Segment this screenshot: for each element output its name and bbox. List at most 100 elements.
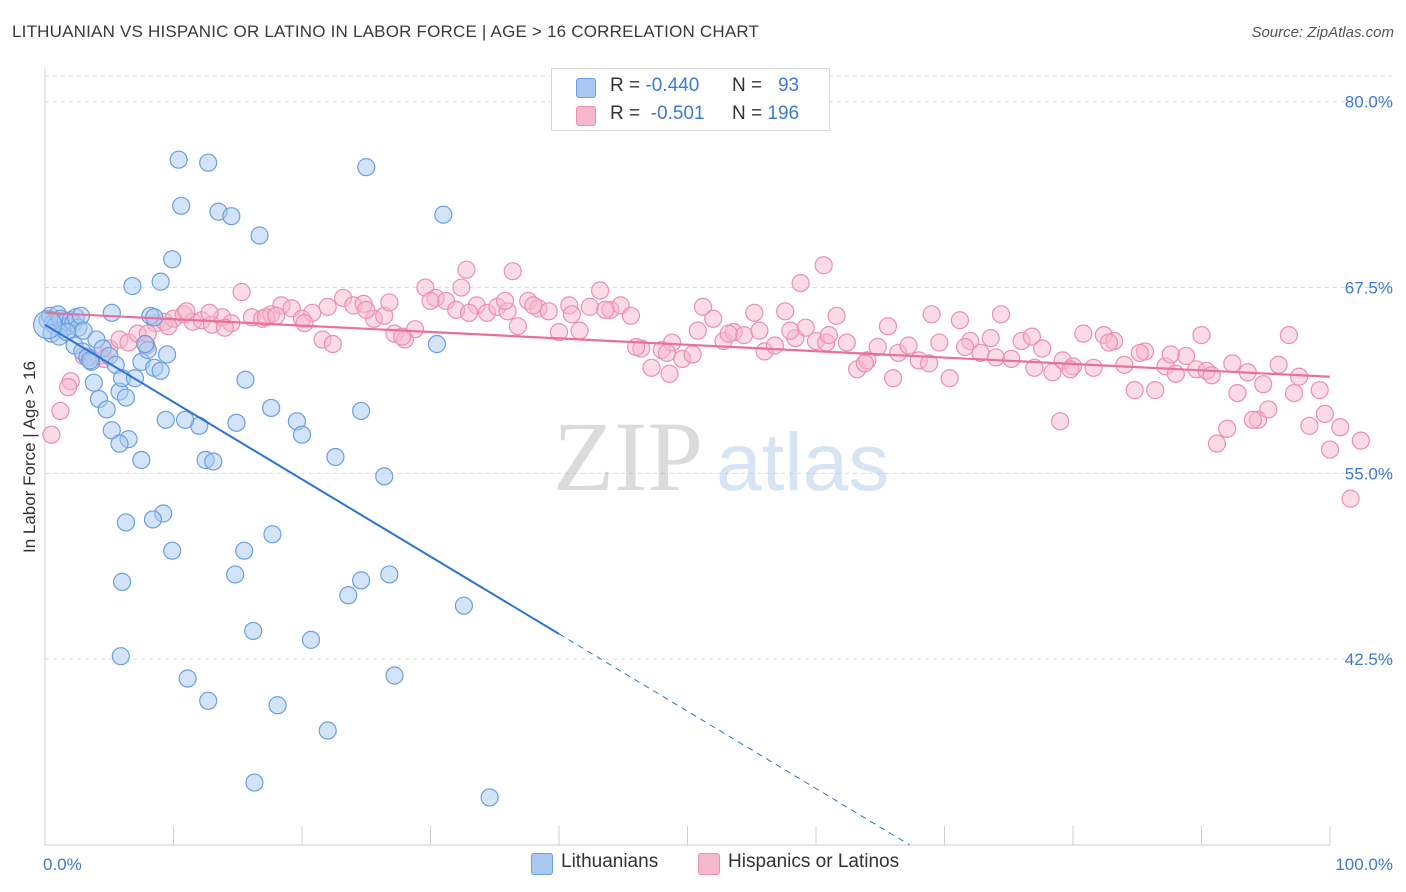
- data-point-hispanics: [1341, 489, 1360, 508]
- data-point-hispanics: [318, 297, 337, 316]
- legend-label-hispanics: Hispanics or Latinos: [728, 851, 900, 872]
- data-point-hispanics: [570, 321, 589, 340]
- data-point-hispanics: [837, 333, 856, 352]
- axis-ticks: 42.5% 55.0% 67.5% 80.0% 0.0% 100.0%: [43, 93, 1393, 874]
- data-point-hispanics: [955, 337, 975, 357]
- data-point-hispanics: [562, 305, 581, 324]
- data-point-hispanics: [1130, 343, 1149, 363]
- data-point-hispanics: [295, 314, 314, 333]
- data-point-hispanics: [591, 281, 610, 300]
- data-point-lithuanians: [301, 630, 321, 649]
- data-point-hispanics: [1279, 326, 1298, 345]
- data-point-lithuanians-cluster: [32, 310, 63, 340]
- data-point-hispanics: [1022, 327, 1041, 346]
- data-point-hispanics: [883, 369, 903, 388]
- data-point-hispanics: [1290, 367, 1309, 386]
- data-point-hispanics: [1284, 383, 1304, 403]
- y-tick-label: 67.5%: [1345, 279, 1393, 298]
- data-point-lithuanians: [244, 621, 263, 641]
- chart-source: Source: ZipAtlas.com: [1251, 24, 1394, 41]
- data-point-lithuanians: [292, 425, 312, 444]
- data-point-hispanics: [177, 302, 196, 321]
- data-point-hispanics: [1310, 381, 1329, 400]
- data-point-hispanics: [524, 296, 543, 315]
- data-point-hispanics: [1254, 375, 1273, 394]
- data-point-hispanics: [819, 326, 838, 345]
- data-point-lithuanians: [132, 450, 151, 470]
- data-point-lithuanians: [263, 525, 282, 544]
- data-point-hispanics: [1084, 358, 1103, 377]
- y-tick-label: 42.5%: [1345, 650, 1393, 669]
- data-point-lithuanians: [111, 647, 130, 666]
- data-point-lithuanians: [116, 388, 136, 407]
- legend-swatch-lithuanians: [531, 853, 553, 875]
- data-point-lithuanians: [172, 196, 191, 215]
- data-point-hispanics: [657, 343, 677, 363]
- data-point-hispanics: [539, 302, 558, 321]
- data-point-hispanics: [457, 260, 476, 279]
- data-point-hispanics: [986, 348, 1006, 367]
- data-point-hispanics: [159, 317, 178, 336]
- data-point-lithuanians: [199, 153, 218, 172]
- y-axis-label: In Labor Force | Age > 16: [20, 361, 39, 553]
- data-point-hispanics: [421, 291, 440, 311]
- data-point-lithuanians: [102, 421, 121, 440]
- data-point-lithuanians: [227, 413, 246, 432]
- data-point-hispanics: [459, 303, 479, 322]
- legend-r-label: R =: [610, 103, 641, 124]
- data-point-hispanics: [51, 401, 70, 421]
- trend-lines: [44, 311, 1331, 846]
- data-point-hispanics: [1331, 418, 1350, 437]
- data-point-hispanics: [508, 317, 527, 336]
- data-point-lithuanians: [151, 361, 170, 380]
- data-point-hispanics: [1202, 366, 1221, 385]
- data-point-lithuanians: [156, 410, 175, 429]
- data-point-hispanics: [940, 369, 959, 388]
- chart-title: LITHUANIAN VS HISPANIC OR LATINO IN LABO…: [12, 22, 760, 41]
- data-point-lithuanians: [262, 398, 281, 418]
- data-point-lithuanians: [352, 571, 371, 590]
- data-point-hispanics: [765, 336, 784, 355]
- data-point-hispanics: [660, 364, 679, 383]
- data-point-hispanics: [878, 317, 898, 336]
- data-point-hispanics: [745, 303, 764, 322]
- data-point-hispanics: [1161, 345, 1180, 364]
- data-point-lithuanians: [178, 669, 197, 688]
- data-point-hispanics: [1125, 381, 1144, 400]
- data-point-lithuanians: [151, 272, 170, 291]
- y-tick-label: 55.0%: [1345, 464, 1393, 483]
- data-point-lithuanians: [245, 773, 264, 792]
- data-point-hispanics: [215, 318, 234, 337]
- x-tick-label-max: 100.0%: [1335, 855, 1393, 874]
- data-point-hispanics: [683, 345, 702, 364]
- data-point-lithuanians: [136, 334, 155, 354]
- legend-n-value: 93: [777, 75, 800, 96]
- data-point-hispanics: [503, 262, 522, 281]
- data-point-lithuanians: [352, 401, 371, 421]
- data-point-hispanics: [1115, 355, 1134, 374]
- data-point-lithuanians: [123, 276, 142, 296]
- data-point-hispanics: [1192, 326, 1211, 345]
- legend-label-lithuanians: Lithuanians: [561, 851, 659, 872]
- data-point-hispanics: [1300, 416, 1319, 435]
- data-point-lithuanians: [157, 345, 177, 364]
- data-point-hispanics: [323, 334, 342, 354]
- watermark: ZIP atlas: [553, 401, 889, 512]
- data-point-hispanics: [1146, 381, 1165, 400]
- data-point-hispanics: [1051, 412, 1070, 431]
- data-point-hispanics: [991, 305, 1011, 324]
- data-point-hispanics: [580, 297, 599, 316]
- data-point-hispanics: [380, 293, 399, 312]
- data-point-hispanics: [1243, 410, 1263, 429]
- data-point-lithuanians: [226, 565, 245, 584]
- data-point-hispanics: [981, 328, 1000, 348]
- data-point-hispanics: [596, 300, 615, 319]
- data-point-hispanics: [1033, 339, 1052, 358]
- data-point-hispanics: [950, 311, 970, 330]
- data-point-lithuanians: [318, 721, 337, 740]
- data-point-hispanics: [267, 306, 286, 325]
- data-point-hispanics: [1315, 404, 1334, 424]
- data-point-lithuanians: [163, 541, 182, 560]
- data-point-lithuanians: [427, 334, 447, 354]
